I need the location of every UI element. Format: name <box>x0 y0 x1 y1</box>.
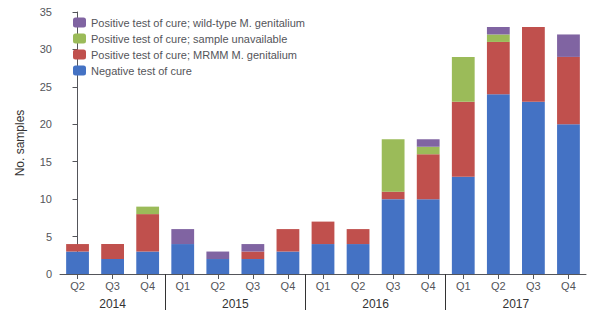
svg-text:20: 20 <box>40 118 52 130</box>
svg-text:30: 30 <box>40 43 52 55</box>
svg-text:Q2: Q2 <box>210 280 225 292</box>
svg-text:2017: 2017 <box>503 297 530 311</box>
svg-text:Q4: Q4 <box>281 280 296 292</box>
svg-text:Q4: Q4 <box>140 280 155 292</box>
svg-text:Q2: Q2 <box>491 280 506 292</box>
svg-text:2016: 2016 <box>362 297 389 311</box>
svg-text:2015: 2015 <box>222 297 249 311</box>
svg-text:Q2: Q2 <box>70 280 85 292</box>
svg-text:5: 5 <box>46 231 52 243</box>
svg-text:2014: 2014 <box>99 297 126 311</box>
svg-text:Q4: Q4 <box>561 280 576 292</box>
svg-text:Q3: Q3 <box>105 280 120 292</box>
svg-text:Negative test of cure: Negative test of cure <box>91 65 192 77</box>
svg-text:Q1: Q1 <box>175 280 190 292</box>
svg-text:0: 0 <box>46 268 52 280</box>
svg-text:No. samples: No. samples <box>13 110 27 177</box>
svg-text:25: 25 <box>40 81 52 93</box>
svg-text:Q3: Q3 <box>386 280 401 292</box>
svg-text:10: 10 <box>40 193 52 205</box>
svg-text:Positive test of cure; MRMM M.: Positive test of cure; MRMM M. genitaliu… <box>91 49 297 61</box>
svg-text:Q3: Q3 <box>246 280 261 292</box>
svg-text:Q2: Q2 <box>351 280 366 292</box>
svg-text:35: 35 <box>40 6 52 18</box>
svg-text:15: 15 <box>40 156 52 168</box>
svg-text:Q4: Q4 <box>421 280 436 292</box>
svg-text:Q3: Q3 <box>526 280 541 292</box>
svg-text:Q1: Q1 <box>316 280 331 292</box>
svg-text:Positive test of cure; sample: Positive test of cure; sample unavailabl… <box>91 33 287 45</box>
svg-text:Q1: Q1 <box>456 280 471 292</box>
svg-text:Positive test of cure; wild-ty: Positive test of cure; wild-type M. geni… <box>91 17 305 29</box>
